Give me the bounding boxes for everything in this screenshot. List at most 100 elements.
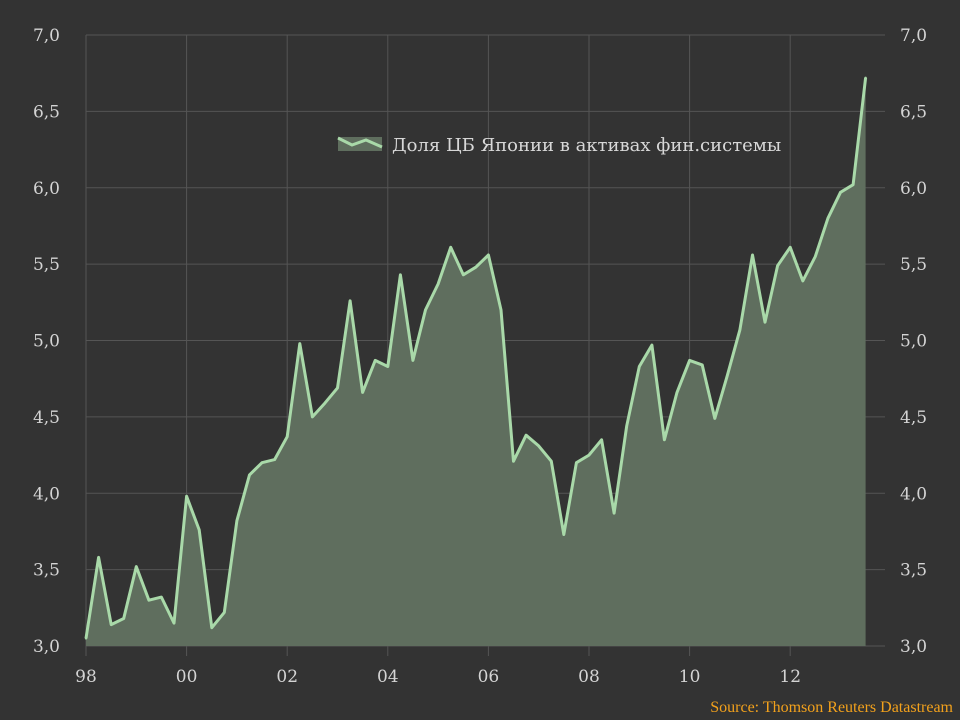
data-point xyxy=(701,363,704,367)
data-point xyxy=(839,191,842,194)
data-point xyxy=(298,342,301,345)
data-point xyxy=(286,435,289,438)
x-tick-label: 98 xyxy=(75,667,97,687)
data-point xyxy=(801,279,804,283)
data-point xyxy=(499,308,503,312)
y-axis-left-labels: 3,0 3,5 4,0 4,5 5,0 5,5 6,0 6,5 7,0 xyxy=(33,26,60,657)
y-tick-label-right: 5,5 xyxy=(900,255,927,275)
data-point xyxy=(713,417,716,420)
data-point xyxy=(399,273,402,276)
legend-label: Доля ЦБ Японии в активах фин.системы xyxy=(392,135,781,156)
y-tick-label-left: 6,5 xyxy=(33,102,60,122)
data-point xyxy=(612,511,616,515)
data-point xyxy=(323,401,327,405)
data-point xyxy=(638,365,641,368)
area-layer xyxy=(86,77,866,647)
data-point xyxy=(160,595,163,599)
y-tick-label-left: 7,0 xyxy=(33,26,60,46)
data-point xyxy=(411,359,415,362)
legend: Доля ЦБ Японии в активах фин.системы xyxy=(337,135,781,156)
data-point xyxy=(348,299,352,302)
data-point xyxy=(600,438,603,441)
data-point xyxy=(210,626,213,629)
legend-line-icon xyxy=(337,136,383,149)
data-point xyxy=(851,183,855,186)
data-point xyxy=(474,266,477,269)
y-axis-right-labels: 3,0 3,5 4,0 4,5 5,0 5,5 6,0 6,5 7,0 xyxy=(900,26,927,657)
data-point xyxy=(424,308,427,312)
x-tick-label: 08 xyxy=(578,667,600,687)
data-point xyxy=(864,76,867,80)
data-point xyxy=(235,519,239,522)
y-tick-label-right: 7,0 xyxy=(900,26,927,46)
data-point xyxy=(625,424,628,428)
data-point xyxy=(675,391,679,394)
legend-swatch xyxy=(338,137,382,151)
data-point xyxy=(575,461,578,464)
data-point xyxy=(361,391,364,394)
data-point xyxy=(826,217,830,220)
x-tick-label: 04 xyxy=(377,667,399,687)
y-tick-label-left: 3,5 xyxy=(33,561,60,581)
x-tick-label: 06 xyxy=(478,667,500,687)
data-point xyxy=(550,460,553,463)
data-point xyxy=(562,533,565,536)
data-point xyxy=(248,473,251,477)
data-point xyxy=(135,565,138,568)
data-point xyxy=(462,273,465,276)
data-point xyxy=(122,617,125,620)
data-point xyxy=(198,528,201,532)
data-point xyxy=(587,453,591,457)
data-point xyxy=(436,282,440,286)
y-tick-label-right: 6,0 xyxy=(900,179,927,199)
data-point xyxy=(776,264,779,267)
data-point xyxy=(738,328,742,331)
data-point xyxy=(185,495,188,498)
y-tick-label-right: 3,5 xyxy=(900,561,927,581)
data-point xyxy=(688,359,691,362)
y-tick-label-right: 4,0 xyxy=(900,484,927,504)
y-tick-label-right: 6,5 xyxy=(900,102,927,122)
data-point xyxy=(110,623,113,626)
x-tick-label: 12 xyxy=(779,667,801,687)
y-tick-label-left: 6,0 xyxy=(33,179,60,199)
data-point xyxy=(172,621,176,625)
x-tick-label: 10 xyxy=(679,667,701,687)
x-tick-label: 02 xyxy=(276,667,298,687)
data-point xyxy=(726,374,729,377)
data-point xyxy=(789,246,792,249)
series-area xyxy=(86,77,866,647)
x-tick-label: 00 xyxy=(176,667,198,687)
data-points xyxy=(84,76,867,640)
data-point xyxy=(751,253,754,257)
y-tick-label-left: 4,5 xyxy=(33,408,60,428)
data-point xyxy=(650,343,654,347)
y-tick-label-right: 3,0 xyxy=(900,637,927,657)
data-point xyxy=(524,434,528,437)
data-point xyxy=(386,365,389,368)
data-point xyxy=(84,637,88,640)
y-tick-label-left: 5,0 xyxy=(33,332,60,352)
data-point xyxy=(487,253,490,257)
data-point xyxy=(663,438,666,441)
data-point xyxy=(223,611,226,614)
data-point xyxy=(814,255,817,258)
y-tick-label-left: 4,0 xyxy=(33,484,60,504)
data-point xyxy=(147,599,151,602)
x-axis-labels: 98 00 02 04 06 08 10 12 xyxy=(75,667,801,687)
y-tick-label-left: 5,5 xyxy=(33,255,60,275)
y-tick-label-right: 4,5 xyxy=(900,408,927,428)
y-tick-label-left: 3,0 xyxy=(33,637,60,657)
data-point xyxy=(763,321,767,324)
data-point xyxy=(537,444,540,448)
y-tick-label-right: 5,0 xyxy=(900,332,927,352)
data-point xyxy=(449,246,452,249)
data-point xyxy=(374,359,377,362)
source-note: Source: Thomson Reuters Datastream xyxy=(710,699,953,716)
data-point xyxy=(97,556,100,559)
data-point xyxy=(311,415,314,419)
data-point xyxy=(512,460,515,463)
data-point xyxy=(273,458,276,461)
